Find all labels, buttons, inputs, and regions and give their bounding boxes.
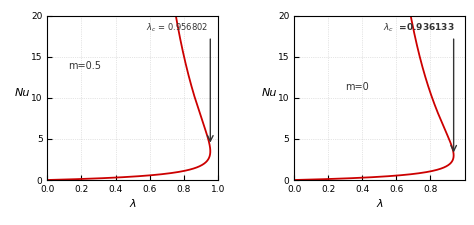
Text: m=0.5: m=0.5 <box>68 61 101 71</box>
Text: $\lambda_c$  =0.936133: $\lambda_c$ =0.936133 <box>383 22 455 34</box>
Y-axis label: Nu: Nu <box>262 88 277 98</box>
X-axis label: λ: λ <box>129 199 136 209</box>
Text: m=0: m=0 <box>346 82 369 92</box>
Text: $\lambda_c$ = 0.956802: $\lambda_c$ = 0.956802 <box>146 22 209 34</box>
X-axis label: λ: λ <box>376 199 383 209</box>
Y-axis label: Nu: Nu <box>15 88 30 98</box>
